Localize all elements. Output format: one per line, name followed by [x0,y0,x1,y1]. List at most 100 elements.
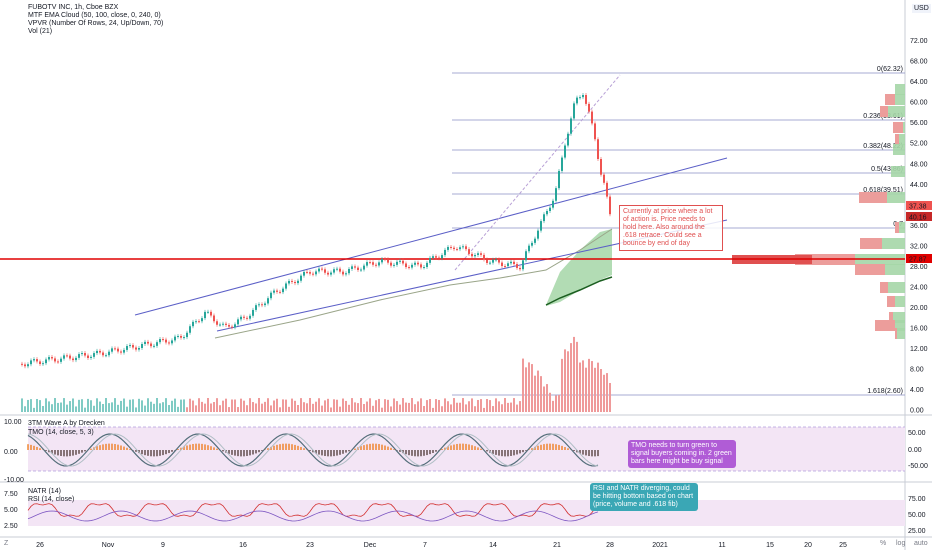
legend-rsi[interactable]: RSI (14, close) [28,496,75,503]
percent-icon[interactable]: % [880,540,887,547]
volume-bar [282,399,284,412]
candle [339,268,341,272]
tmo-histogram-bar [33,445,35,450]
volume-bar [468,401,470,412]
price-tick-label: 32.00 [910,243,928,250]
tmo-histogram-bar [465,443,467,450]
volume-bar [489,400,491,412]
tmo-histogram-bar [585,450,587,456]
tmo-histogram-bar [504,450,506,457]
auto-icon[interactable]: auto [914,540,928,547]
candle [180,335,182,338]
candle [342,271,344,275]
tmo-histogram-bar [387,446,389,450]
volume-bar [309,398,311,412]
tmo-histogram-bar [192,443,194,450]
annotation-price[interactable]: Currently at price where a lot of action… [619,205,723,251]
volume-bar [423,406,425,412]
candle [573,103,575,119]
tmo-histogram-bar [552,443,554,450]
candle [423,267,425,269]
candle [378,262,380,266]
candle [192,321,194,327]
tmo-histogram-bar [573,450,575,452]
vpvr-bar [880,106,888,117]
tmo-histogram-bar [519,450,521,454]
candle [120,351,122,353]
candle [498,259,500,263]
legend-vpvr[interactable]: VPVR (Number Of Rows, 24, Up/Down, 70) [28,20,164,27]
tmo-histogram-bar [204,444,206,450]
tmo-histogram-bar [84,450,86,452]
volume-bar [441,406,443,412]
currency-label[interactable]: USD [912,4,931,13]
volume-bar [21,398,23,412]
volume-bar [324,400,326,412]
legend-volume[interactable]: Vol (21) [28,28,53,35]
tmo-histogram-bar [537,445,539,450]
legend-wave-a[interactable]: 3TM Wave A by Drecken [28,420,105,427]
tmo-histogram-bar [288,443,290,450]
annotation-rsi[interactable]: RSI and NATR diverging, could be hitting… [590,483,698,511]
vpvr-bar [895,328,897,339]
tmo-histogram-bar [213,447,215,450]
tmo-histogram-bar [222,450,224,452]
volume-bar [315,401,317,412]
volume-bar [99,401,101,412]
volume-bar [549,392,551,412]
candle [135,347,137,350]
price-tag-current [906,201,932,210]
rsi-axis-label: 50.00 [908,512,926,519]
log-icon[interactable]: log [896,540,906,547]
price-tick-label: 48.00 [910,161,928,168]
candle [522,260,524,270]
volume-bar [84,407,86,412]
volume-bar [414,404,416,412]
price-tick-label: 52.00 [910,141,928,148]
candle [54,358,56,362]
tmo-histogram-bar [471,445,473,450]
candle [279,291,281,293]
projection-line [454,74,621,271]
volume-bar [534,375,536,412]
time-tick-label: 7 [423,542,427,549]
volume-bar [93,405,95,412]
tmo-histogram-bar [468,444,470,450]
candle [417,262,419,265]
tmo-histogram-bar [441,449,443,450]
legend-ema-cloud[interactable]: MTF EMA Cloud (50, 100, close, 0, 240, 0… [28,12,161,19]
volume-bar [381,407,383,412]
tmo-histogram-bar [522,450,524,453]
tmo-histogram-bar [126,447,128,450]
legend-natr[interactable]: NATR (14) [28,488,61,495]
volume-bar [432,407,434,412]
candle [588,103,590,112]
volume-bar [78,399,80,412]
volume-bar [387,399,389,412]
tmo-histogram-bar [423,450,425,456]
tmo-histogram-bar [348,450,350,452]
tmo-histogram-bar [90,448,92,450]
volume-bar [360,398,362,412]
volume-bar [195,405,197,412]
legend-tmo[interactable]: TMO (14, close, 5, 3) [28,429,94,436]
zoom-icon[interactable]: Z [4,540,9,547]
volume-bar [597,362,599,412]
volume-bar [42,405,44,412]
volume-bar [30,399,32,412]
volume-bar [216,398,218,412]
candle [240,316,242,320]
vpvr-bar [891,166,905,177]
candle [369,262,371,264]
candle [471,253,473,257]
volume-bar [45,398,47,412]
candle [243,316,245,318]
annotation-tmo[interactable]: TMO needs to turn green to signal buyers… [628,440,736,468]
candle [108,351,110,356]
time-tick-label: 26 [36,542,44,549]
legend-symbol[interactable]: FUBOTV INC, 1h, Cboe BZX [28,4,119,11]
candle [21,363,23,365]
tmo-histogram-bar [507,450,509,457]
candle [540,221,542,231]
